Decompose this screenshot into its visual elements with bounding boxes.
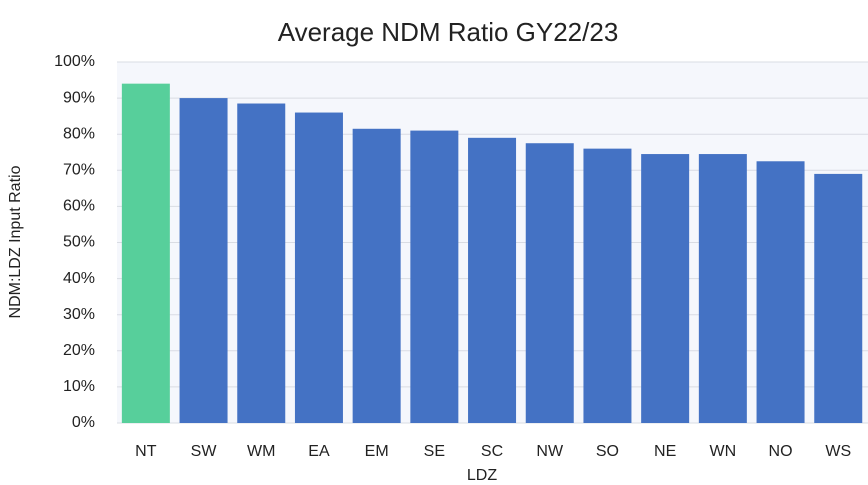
y-axis-label: NDM:LDZ Input Ratio xyxy=(7,165,24,318)
bar xyxy=(525,143,574,423)
x-tick-label: NO xyxy=(769,443,793,460)
y-tick-label: 100% xyxy=(54,53,95,70)
bar xyxy=(121,83,170,423)
x-tick-label: EM xyxy=(365,443,389,460)
x-tick-label: NE xyxy=(654,443,676,460)
x-tick-label: WM xyxy=(247,443,275,460)
x-tick-label: SW xyxy=(191,443,218,460)
bar xyxy=(352,128,401,423)
bar xyxy=(583,148,632,423)
chart-title: Average NDM Ratio GY22/23 xyxy=(278,17,619,47)
y-tick-label: 50% xyxy=(63,234,95,251)
y-tick-label: 90% xyxy=(63,89,95,106)
y-tick-label: 20% xyxy=(63,342,95,359)
bar xyxy=(294,112,343,423)
y-tick-label: 10% xyxy=(63,378,95,395)
bar xyxy=(237,103,286,423)
bar xyxy=(756,161,805,423)
y-tick-label: 30% xyxy=(63,306,95,323)
x-tick-label: SC xyxy=(481,443,503,460)
y-tick-label: 70% xyxy=(63,162,95,179)
bar xyxy=(814,173,863,423)
x-tick-label: EA xyxy=(308,443,330,460)
y-tick-label: 40% xyxy=(63,270,95,287)
bar xyxy=(698,154,747,423)
y-tick-label: 60% xyxy=(63,198,95,215)
y-tick-label: 80% xyxy=(63,125,95,142)
bar xyxy=(468,137,517,423)
x-tick-label: SO xyxy=(596,443,619,460)
bar xyxy=(641,154,690,423)
y-tick-label: 0% xyxy=(72,414,95,431)
bar xyxy=(179,98,228,423)
x-tick-label: WN xyxy=(710,443,737,460)
x-tick-label: SE xyxy=(424,443,445,460)
x-tick-label: WS xyxy=(825,443,851,460)
x-tick-label: NT xyxy=(135,443,157,460)
bar xyxy=(410,130,459,423)
x-tick-label: NW xyxy=(536,443,564,460)
x-axis-label: LDZ xyxy=(467,467,497,484)
